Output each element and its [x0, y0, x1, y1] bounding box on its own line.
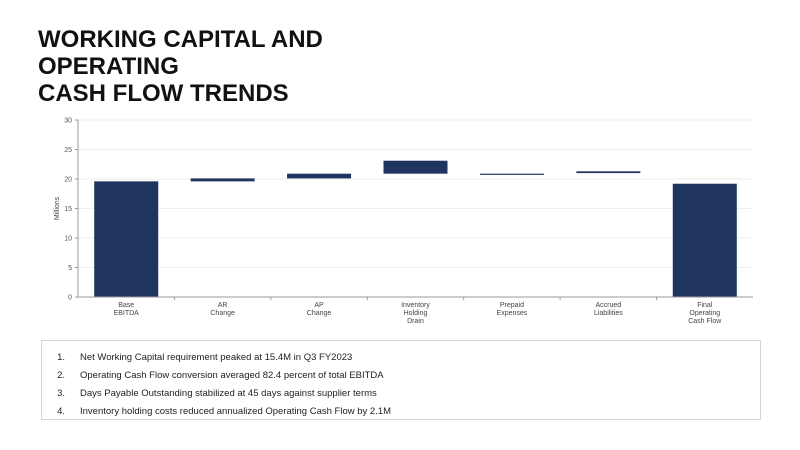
category-label-line: Operating [689, 310, 720, 317]
bar [94, 181, 159, 297]
category-label-line: Change [307, 310, 332, 317]
page-title: WORKING CAPITAL AND OPERATING CASH FLOW … [38, 26, 323, 107]
note-item: 1. Net Working Capital requirement peake… [42, 349, 760, 367]
note-number: 2. [57, 370, 65, 381]
category-label: AR Change [210, 302, 235, 317]
y-tick-label: 0 [68, 295, 72, 302]
category-label: Accrued Liabilities [594, 302, 623, 317]
bar [190, 178, 255, 182]
notes-list: 1. Net Working Capital requirement peake… [42, 349, 760, 421]
note-number: 4. [57, 406, 65, 417]
y-tick-label: 10 [64, 236, 72, 243]
title-line-3: CASH FLOW TRENDS [38, 80, 289, 107]
note-text: Operating Cash Flow conversion averaged … [80, 370, 384, 381]
category-label: Prepaid Expenses [497, 302, 528, 317]
note-item: 4. Inventory holding costs reduced annua… [42, 403, 760, 421]
axes [75, 119, 753, 300]
bar [287, 173, 352, 179]
y-axis-title: Millions [54, 196, 61, 220]
title-line-2: OPERATING [38, 53, 179, 80]
category-label-line: Base [118, 302, 134, 309]
note-item: 3. Days Payable Outstanding stabilized a… [42, 385, 760, 403]
note-text: Net Working Capital requirement peaked a… [80, 352, 353, 363]
bars [94, 160, 737, 297]
category-label: AP Change [307, 302, 332, 317]
y-tick-label: 25 [64, 147, 72, 154]
y-tick-label: 30 [64, 118, 72, 125]
note-number: 3. [57, 388, 65, 399]
category-label-line: Cash Flow [688, 318, 722, 325]
note-number: 1. [57, 352, 65, 363]
category-label-line: Prepaid [500, 302, 524, 309]
category-label-line: Drain [407, 318, 424, 325]
category-label-line: Holding [404, 310, 428, 317]
category-label-line: Inventory [401, 302, 430, 309]
y-tick-label: 15 [64, 206, 72, 213]
category-label-line: Accrued [596, 302, 622, 309]
bar [672, 183, 737, 297]
note-item: 2. Operating Cash Flow conversion averag… [42, 367, 760, 385]
note-text: Inventory holding costs reduced annualiz… [80, 406, 392, 417]
category-label: Inventory Holding Drain [401, 302, 430, 325]
note-text: Days Payable Outstanding stabilized at 4… [80, 388, 377, 399]
category-label-line: AP [314, 302, 324, 309]
category-label-line: Change [210, 310, 235, 317]
y-tick-label: 20 [64, 177, 72, 184]
category-label-line: AR [218, 302, 228, 309]
y-tick-label: 5 [68, 265, 72, 272]
bar [479, 173, 544, 175]
title-line-1: WORKING CAPITAL AND [38, 26, 323, 53]
category-label-line: EBITDA [114, 310, 140, 317]
category-label: Base EBITDA [114, 302, 140, 317]
bar [576, 171, 641, 174]
category-label-line: Final [697, 302, 713, 309]
category-label-line: Expenses [497, 310, 528, 317]
category-label-line: Liabilities [594, 310, 623, 317]
bar [383, 160, 448, 174]
notes-box: 1. Net Working Capital requirement peake… [41, 340, 761, 420]
gridlines [78, 119, 753, 268]
category-label: Final Operating Cash Flow [688, 302, 722, 325]
